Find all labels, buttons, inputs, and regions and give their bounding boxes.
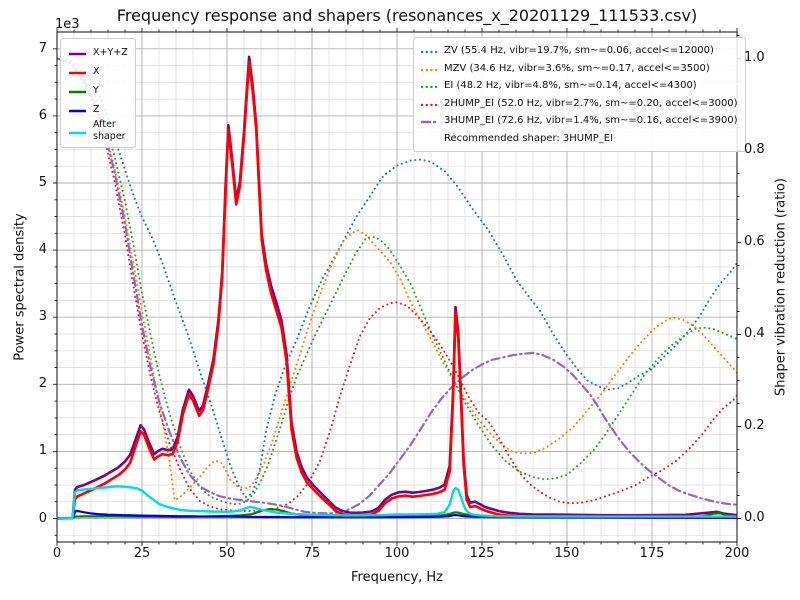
x-tick-label: 25 xyxy=(133,546,151,561)
shaper-legend-label: 3HUMP_EI (72.6 Hz, vibr=1.4%, sm~=0.16, … xyxy=(444,115,738,127)
legend-swatch-line xyxy=(69,131,86,134)
curve-z xyxy=(57,509,737,520)
y-right-tick-label: 0.0 xyxy=(744,510,765,526)
legend-swatch-line xyxy=(69,71,86,75)
shaper-legend-label: ZV (55.4 Hz, vibr=19.7%, sm~=0.06, accel… xyxy=(444,45,714,57)
legend-swatch-line xyxy=(420,103,439,106)
chart-title: Frequency response and shapers (resonanc… xyxy=(116,6,698,25)
right-y-axis-label: Shaper vibration reduction (ratio) xyxy=(773,178,789,396)
psd-legend-item: Y xyxy=(68,81,128,100)
y-right-tick-label: 0.2 xyxy=(744,418,765,434)
y-right-tick-label: 1.0 xyxy=(744,50,765,66)
curve-after-shaper xyxy=(57,485,737,520)
shaper-legend-label: MZV (34.6 Hz, vibr=3.6%, sm~=0.17, accel… xyxy=(444,62,710,74)
y-right-tick-label: 0.6 xyxy=(744,234,765,250)
shaper-legend-label: 2HUMP_EI (52.0 Hz, vibr=2.7%, sm~=0.20, … xyxy=(444,97,738,109)
y-left-tick-label: 0 xyxy=(38,510,47,526)
legend-swatch-line xyxy=(69,52,86,56)
shaper-legend-item: 3HUMP_EI (72.6 Hz, vibr=1.4%, sm~=0.16, … xyxy=(420,112,738,130)
y-left-tick-label: 5 xyxy=(38,174,47,190)
x-tick-label: 200 xyxy=(724,546,750,561)
x-tick-label: 0 xyxy=(52,546,62,561)
legend-swatch-line xyxy=(420,86,439,89)
psd-legend-label: X xyxy=(93,65,100,77)
psd-legend-label: X+Y+Z xyxy=(93,46,128,58)
curve-3hump_ei xyxy=(57,57,737,515)
curve-2hump_ei xyxy=(57,57,737,513)
y-axis-offset-text: 1e3 xyxy=(55,17,80,32)
x-tick-label: 150 xyxy=(554,546,580,561)
psd-legend-item: After shaper xyxy=(68,119,128,143)
y-left-tick-label: 2 xyxy=(38,376,47,392)
shaper-legend-item: ZV (55.4 Hz, vibr=19.7%, sm~=0.06, accel… xyxy=(420,42,738,60)
shaper-legend-item: EI (48.2 Hz, vibr=4.8%, sm~=0.14, accel<… xyxy=(420,77,738,95)
psd-legend-item: X+Y+Z xyxy=(68,43,128,62)
recommended-shaper-note: Recommended shaper: 3HUMP_EI xyxy=(421,130,738,148)
curves xyxy=(57,55,737,520)
y-left-tick-label: 4 xyxy=(38,242,47,258)
x-tick-label: 75 xyxy=(303,546,321,561)
shaper-legend-label: EI (48.2 Hz, vibr=4.8%, sm~=0.14, accel<… xyxy=(444,80,697,92)
y-left-tick-label: 6 xyxy=(38,107,47,123)
left-y-axis-label: Power spectral density xyxy=(12,213,28,361)
x-axis-label: Frequency, Hz xyxy=(350,570,444,585)
x-tick-label: 125 xyxy=(469,546,495,561)
shaper-legend-item: MZV (34.6 Hz, vibr=3.6%, sm~=0.17, accel… xyxy=(420,60,738,78)
tick-marks xyxy=(53,28,741,546)
legend-swatch-line xyxy=(420,121,439,124)
shaper-legend: ZV (55.4 Hz, vibr=19.7%, sm~=0.06, accel… xyxy=(413,37,746,152)
legend-swatch-line xyxy=(69,109,86,113)
psd-legend: X+Y+Z X Y Z After shaper xyxy=(60,38,136,148)
curve-mzv xyxy=(57,57,737,502)
plot-border xyxy=(56,31,738,543)
y-left-tick-label: 1 xyxy=(38,443,47,459)
psd-legend-item: X xyxy=(68,62,128,81)
curve-x xyxy=(57,60,737,520)
psd-legend-item: Z xyxy=(68,100,128,119)
psd-legend-label: After shaper xyxy=(93,119,126,142)
recommended-shaper-text: Recommended shaper: 3HUMP_EI xyxy=(444,132,614,144)
y-left-tick-label: 7 xyxy=(38,40,47,56)
psd-legend-label: Z xyxy=(93,103,100,115)
y-left-tick-label: 3 xyxy=(38,309,47,325)
legend-swatch-line xyxy=(420,51,439,54)
x-tick-label: 50 xyxy=(218,546,236,561)
shaper-legend-item: 2HUMP_EI (52.0 Hz, vibr=2.7%, sm~=0.20, … xyxy=(420,95,738,113)
y-right-tick-label: 0.8 xyxy=(744,142,765,158)
y-right-tick-label: 0.4 xyxy=(744,326,765,342)
legend-swatch-line xyxy=(69,90,86,94)
legend-swatch-line xyxy=(420,68,439,71)
x-tick-label: 175 xyxy=(639,546,665,561)
x-tick-label: 100 xyxy=(384,546,410,561)
psd-legend-label: Y xyxy=(93,84,99,96)
